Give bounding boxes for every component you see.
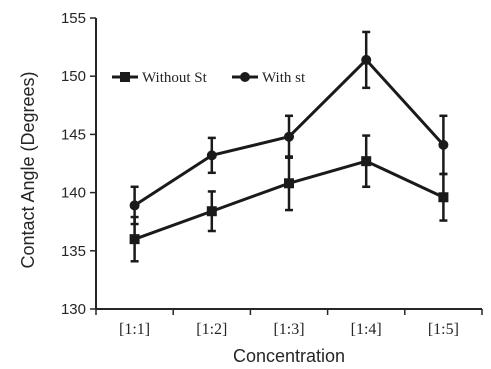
legend-item-2: With st (232, 70, 306, 86)
series-layer (129, 30, 449, 263)
x-tick-label: [1:4] (351, 321, 382, 338)
x-tick-label: [1:5] (428, 321, 459, 338)
data-point (361, 54, 372, 65)
legend-marker (120, 72, 130, 82)
x-tick-label: [1:3] (273, 321, 304, 338)
x-tick-label: [1:2] (196, 321, 227, 338)
y-tick-label: 140 (61, 185, 86, 202)
data-point (284, 178, 294, 189)
data-point (361, 156, 372, 167)
legend-label: With st (262, 70, 306, 86)
data-point (438, 192, 449, 203)
y-tick-label: 130 (61, 301, 86, 318)
y-ticks: 130 135 140 145 150 155 (61, 10, 96, 318)
x-axis-title: Concentration (233, 346, 345, 366)
y-axis-title: Contact Angle (Degrees) (18, 71, 38, 268)
legend: Without St With st (112, 70, 306, 86)
y-tick-label: 135 (61, 243, 86, 260)
y-tick-label: 150 (61, 68, 86, 85)
data-point (206, 150, 217, 161)
legend-marker (240, 72, 250, 82)
series-2 (129, 30, 449, 226)
x-ticks: [1:1] [1:2] [1:3] [1:4] [1:5] (95, 309, 483, 338)
data-point (129, 234, 140, 245)
y-tick-label: 155 (61, 10, 86, 27)
data-point (284, 131, 294, 142)
y-tick-label: 145 (61, 126, 86, 143)
data-point (438, 139, 449, 150)
legend-label: Without St (142, 70, 208, 86)
data-point (206, 206, 217, 217)
legend-item-1: Without St (112, 70, 208, 86)
x-tick-label: [1:1] (119, 321, 150, 338)
data-point (129, 200, 140, 211)
